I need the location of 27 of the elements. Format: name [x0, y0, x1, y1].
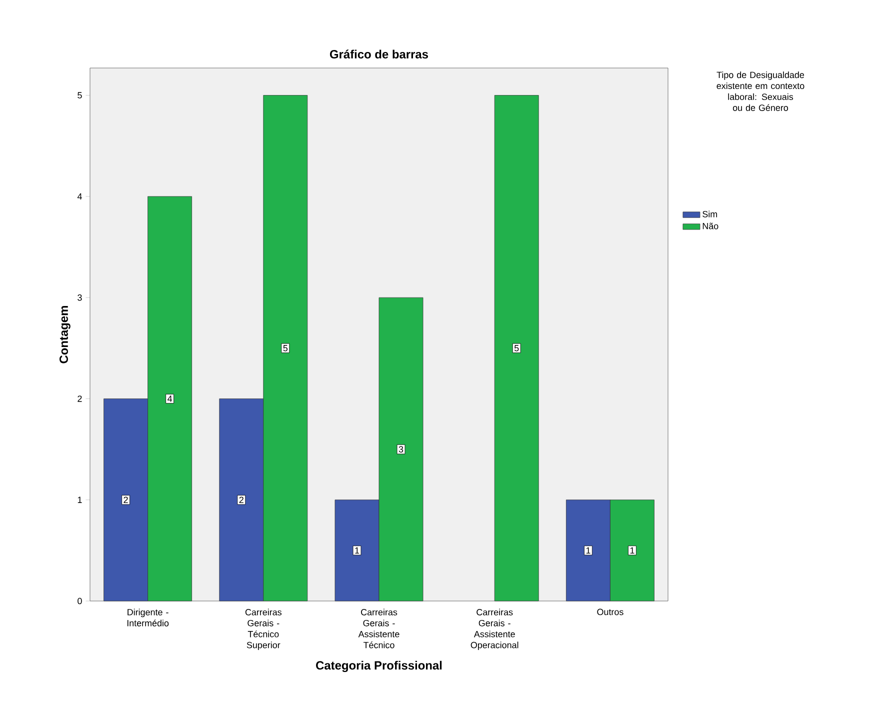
data-label: 1: [586, 547, 590, 554]
legend-label: Não: [702, 222, 718, 230]
y-tick-label: 3: [78, 294, 82, 301]
legend-label: Sim: [702, 210, 717, 218]
data-label: 3: [398, 446, 404, 452]
x-tick-label: Outros: [597, 608, 624, 616]
y-tick-label: 2: [78, 396, 82, 402]
x-tick-label: Dirigente - Intermédio: [127, 608, 169, 626]
data-label: 2: [124, 496, 128, 503]
chart-title: Gráfico de barras: [330, 50, 428, 58]
data-label: 5: [514, 345, 519, 352]
data-label: 2: [239, 496, 244, 503]
x-axis-title: Categoria Profissional: [316, 660, 442, 672]
x-tick-label: Carreiras Gerais - Assistente Operacional: [470, 608, 518, 650]
y-tick-label: 1: [78, 496, 82, 503]
legend-title: Tipo de Desigualdade existente em contexto laboral: Sexuais ou de Género: [716, 72, 804, 111]
x-tick-label: Carreiras Gerais - Assistente Técnico: [358, 608, 400, 648]
y-tick-label: 5: [78, 92, 82, 98]
data-label: 4: [168, 396, 172, 402]
y-axis-title: Contagem: [60, 306, 70, 364]
data-label: 1: [355, 547, 360, 554]
data-label: 1: [630, 547, 634, 554]
y-tick-label: 4: [77, 193, 82, 200]
data-label: 5: [283, 345, 288, 352]
bar: [494, 95, 539, 602]
x-tick-label: Carreiras Gerais - Técnico Superior: [245, 608, 282, 650]
y-tick-label: 0: [78, 598, 82, 604]
